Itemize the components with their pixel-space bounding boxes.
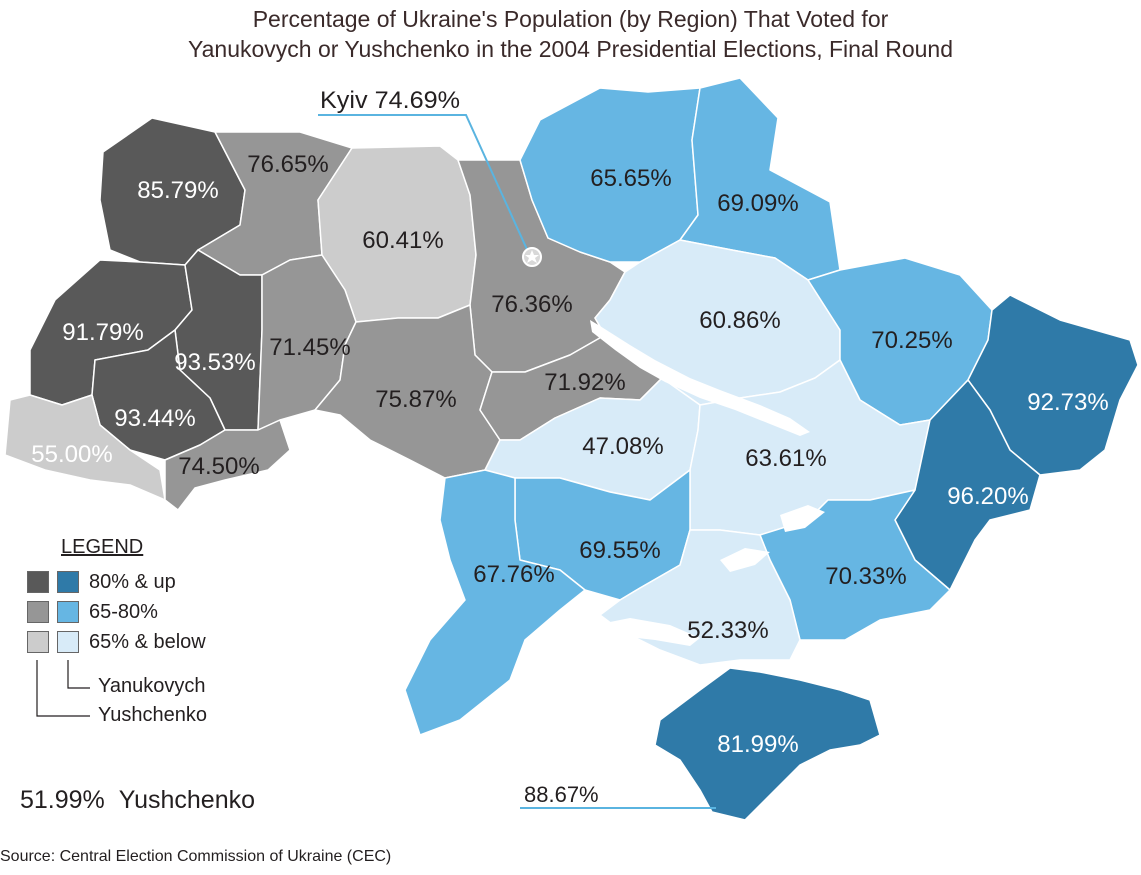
region-label-kirovohrad: 47.08% <box>582 433 663 460</box>
dnipro-river <box>590 320 825 646</box>
water-body-1 <box>780 505 825 532</box>
legend-swatch-yanukovych-low <box>57 631 79 653</box>
region-label-poltava: 60.86% <box>699 307 780 334</box>
kyiv-city-label: Kyiv 74.69% <box>320 87 460 114</box>
legend-connectors <box>36 660 90 717</box>
chart-title: Percentage of Ukraine's Population (by R… <box>0 4 1141 64</box>
kyiv-star-icon <box>525 250 539 263</box>
legend-label-mid: 65-80% <box>89 601 158 623</box>
region-label-vinnytsia: 75.87% <box>375 386 456 413</box>
region-label-lviv: 91.79% <box>62 319 143 346</box>
region-label-crimea: 81.99% <box>717 731 798 758</box>
legend-title: LEGEND <box>61 536 144 558</box>
kyiv-callout-line <box>318 114 531 257</box>
region-label-rivne: 76.65% <box>247 151 328 178</box>
region-label-dnipropetrovsk: 63.61% <box>745 445 826 472</box>
region-label-zakarpattia: 55.00% <box>31 441 112 468</box>
region-label-cherkasy: 71.92% <box>544 369 625 396</box>
region-label-zhytomyr: 60.41% <box>362 227 443 254</box>
regions-layer <box>4 77 1139 821</box>
region-label-ivano-frankivsk: 93.44% <box>114 405 195 432</box>
region-label-mykolaiv: 69.55% <box>579 537 660 564</box>
region-label-chernivtsi: 74.50% <box>178 453 259 480</box>
region-crimea <box>654 667 881 821</box>
source-note: Source: Central Election Commission of U… <box>0 848 392 865</box>
water-body-2 <box>720 548 770 572</box>
region-label-donetsk: 96.20% <box>947 483 1028 510</box>
legend-swatch-yushchenko-low <box>27 631 49 653</box>
legend-swatch-yanukovych-high <box>57 571 79 593</box>
water-body-0 <box>590 320 810 436</box>
region-odesa <box>404 469 586 736</box>
region-label-odesa: 67.76% <box>473 561 554 588</box>
sevastopol-label: 88.67% <box>524 782 599 807</box>
region-label-volyn: 85.79% <box>137 177 218 204</box>
region-chernivtsi <box>164 419 291 511</box>
region-label-zaporizhzhia: 70.33% <box>825 563 906 590</box>
region-label-ternopil: 93.53% <box>174 349 255 376</box>
region-label-khmelnytskyi: 71.45% <box>269 334 350 361</box>
region-label-luhansk: 92.73% <box>1027 389 1108 416</box>
water-body-3 <box>595 618 700 646</box>
region-label-chernihiv: 65.65% <box>590 165 671 192</box>
national-total-value: 51.99% <box>20 786 105 814</box>
region-label-kharkiv: 70.25% <box>871 327 952 354</box>
legend-swatch-yushchenko-mid <box>27 601 49 623</box>
region-label-kherson: 52.33% <box>687 617 768 644</box>
region-label-sumy: 69.09% <box>717 190 798 217</box>
title-line-2: Yanukovych or Yushchenko in the 2004 Pre… <box>187 36 954 62</box>
region-labels: 85.79% 76.65% 60.41% 76.36% 65.65% 69.09% 91.7… <box>31 151 1108 758</box>
title-line-1: Percentage of Ukraine's Population (by R… <box>252 6 889 32</box>
region-label-kyiv-oblast: 76.36% <box>491 291 572 318</box>
legend-yushchenko-label: Yushchenko <box>98 704 207 726</box>
national-total: 51.99% Yushchenko <box>20 786 269 815</box>
national-total-candidate: Yushchenko <box>118 786 256 814</box>
legend-swatch-yanukovych-mid <box>57 601 79 623</box>
legend-swatch-yushchenko-high <box>27 571 49 593</box>
region-zakarpattia <box>4 394 166 501</box>
legend-label-low: 65% & below <box>89 631 206 653</box>
legend-yanukovych-label: Yanukovych <box>98 675 206 697</box>
callouts: Kyiv 74.69% 88.67% <box>318 87 716 809</box>
legend-label-high: 80% & up <box>89 571 176 593</box>
